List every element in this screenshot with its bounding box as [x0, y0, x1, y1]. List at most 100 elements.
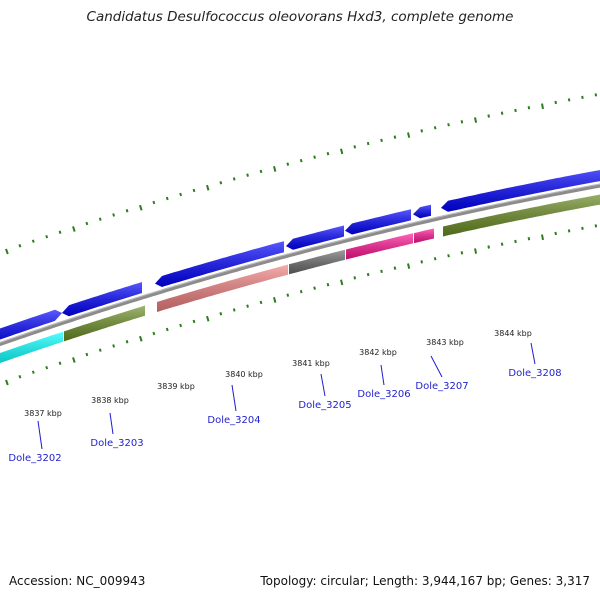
- minor-tick: [460, 120, 464, 124]
- major-tick: [206, 315, 210, 322]
- minor-tick: [554, 100, 557, 105]
- minor-tick: [594, 93, 598, 97]
- forward-gene-4-shade: [286, 225, 344, 250]
- dole-3207-label[interactable]: Dole_3207: [415, 381, 468, 392]
- minor-tick: [326, 151, 330, 156]
- dole-3204-gene-shade: [157, 264, 288, 312]
- minor-tick: [393, 266, 397, 270]
- dole-3203-leader-line: [109, 412, 114, 435]
- minor-tick: [420, 129, 424, 133]
- dole-3204-label[interactable]: Dole_3204: [207, 415, 260, 426]
- kbp-label: 3843 kbp: [426, 338, 464, 347]
- dole-3208-label[interactable]: Dole_3208: [508, 368, 561, 379]
- minor-tick: [259, 300, 263, 305]
- major-tick: [407, 132, 411, 138]
- forward-gene-6-shade: [413, 204, 431, 219]
- dole-3207-gene[interactable]: [414, 228, 434, 244]
- minor-tick: [259, 169, 263, 174]
- dole-3202-gene[interactable]: [0, 331, 63, 370]
- forward-gene-2[interactable]: [62, 282, 142, 317]
- minor-tick: [192, 319, 196, 324]
- dole-3202-gene-shade: [0, 331, 63, 363]
- minor-tick: [527, 106, 531, 110]
- dole-3206-gene[interactable]: [346, 233, 413, 260]
- forward-gene-5[interactable]: [345, 209, 411, 235]
- dole-3206-gene-shade: [346, 233, 413, 260]
- minor-tick: [500, 111, 504, 115]
- minor-tick: [286, 162, 290, 166]
- minor-tick: [420, 260, 424, 264]
- forward-gene-1[interactable]: [0, 309, 62, 347]
- minor-tick: [447, 123, 450, 127]
- dole-3205-gene-shade: [289, 249, 345, 275]
- minor-tick: [313, 155, 316, 159]
- major-tick: [474, 248, 478, 254]
- minor-tick: [98, 217, 102, 221]
- major-tick: [273, 297, 277, 303]
- gene-labels: Dole_3202 Dole_3203 Dole_3204 Dole_3205 Dole…: [8, 342, 562, 464]
- minor-tick: [567, 229, 571, 233]
- dole-3205-label[interactable]: Dole_3205: [298, 400, 351, 411]
- kbp-label: 3837 kbp: [24, 409, 62, 418]
- major-tick: [5, 379, 9, 386]
- forward-gene-3[interactable]: [155, 241, 284, 287]
- dole-3204-leader-line: [231, 384, 237, 412]
- minor-tick: [567, 98, 571, 102]
- forward-gene-6[interactable]: [413, 204, 431, 219]
- minor-tick: [31, 370, 35, 374]
- dole-3203-label[interactable]: Dole_3203: [90, 438, 143, 449]
- genome-backbone: [0, 183, 600, 347]
- dole-3204-gene[interactable]: [157, 264, 288, 312]
- minor-tick: [98, 348, 102, 352]
- forward-gene-7[interactable]: [441, 167, 600, 212]
- minor-tick: [18, 243, 22, 248]
- dole-3205-leader-line: [320, 373, 326, 397]
- minor-tick: [581, 226, 584, 230]
- dole-3202-label[interactable]: Dole_3202: [8, 453, 61, 464]
- minor-tick: [45, 234, 49, 239]
- forward-gene-2-shade: [62, 282, 142, 317]
- minor-tick: [527, 237, 531, 241]
- minor-tick: [246, 173, 249, 177]
- dole-3203-gene-shade: [64, 305, 145, 342]
- minor-tick: [326, 282, 330, 287]
- dole-3203-gene[interactable]: [64, 305, 145, 342]
- genome-stats: Topology: circular; Length: 3,944,167 bp…: [260, 574, 590, 588]
- dole-3208-gene[interactable]: [443, 191, 600, 237]
- minor-tick: [514, 239, 517, 244]
- forward-gene-4[interactable]: [286, 225, 344, 250]
- minor-tick: [393, 135, 397, 139]
- inner-scale-ticks: [5, 224, 598, 386]
- minor-tick: [447, 254, 450, 258]
- forward-gene-5-shade: [345, 209, 411, 235]
- minor-tick: [286, 293, 290, 297]
- major-tick: [139, 335, 143, 342]
- minor-tick: [299, 289, 303, 294]
- minor-tick: [487, 245, 490, 249]
- dole-3205-gene[interactable]: [289, 249, 345, 275]
- minor-tick: [581, 95, 584, 99]
- minor-tick: [125, 209, 129, 213]
- minor-tick: [192, 188, 196, 193]
- minor-tick: [219, 181, 223, 185]
- dole-3208-leader-line: [530, 342, 536, 365]
- major-tick: [474, 117, 478, 123]
- minor-tick: [58, 230, 62, 234]
- major-tick: [5, 248, 9, 255]
- major-tick: [72, 226, 76, 232]
- major-tick: [139, 204, 143, 211]
- major-tick: [72, 357, 76, 363]
- major-tick: [273, 166, 277, 172]
- minor-tick: [500, 242, 504, 246]
- accession-info: Accession: NC_009943: [9, 574, 146, 588]
- map-title: Candidatus Desulfococcus oleovorans Hxd3…: [86, 9, 514, 25]
- minor-tick: [58, 361, 62, 365]
- minor-tick: [353, 276, 357, 280]
- dole-3206-label[interactable]: Dole_3206: [357, 389, 410, 400]
- dole-3207-gene-shade: [414, 228, 434, 244]
- minor-tick: [380, 269, 383, 274]
- minor-tick: [125, 340, 129, 344]
- minor-tick: [313, 286, 316, 290]
- minor-tick: [366, 141, 370, 146]
